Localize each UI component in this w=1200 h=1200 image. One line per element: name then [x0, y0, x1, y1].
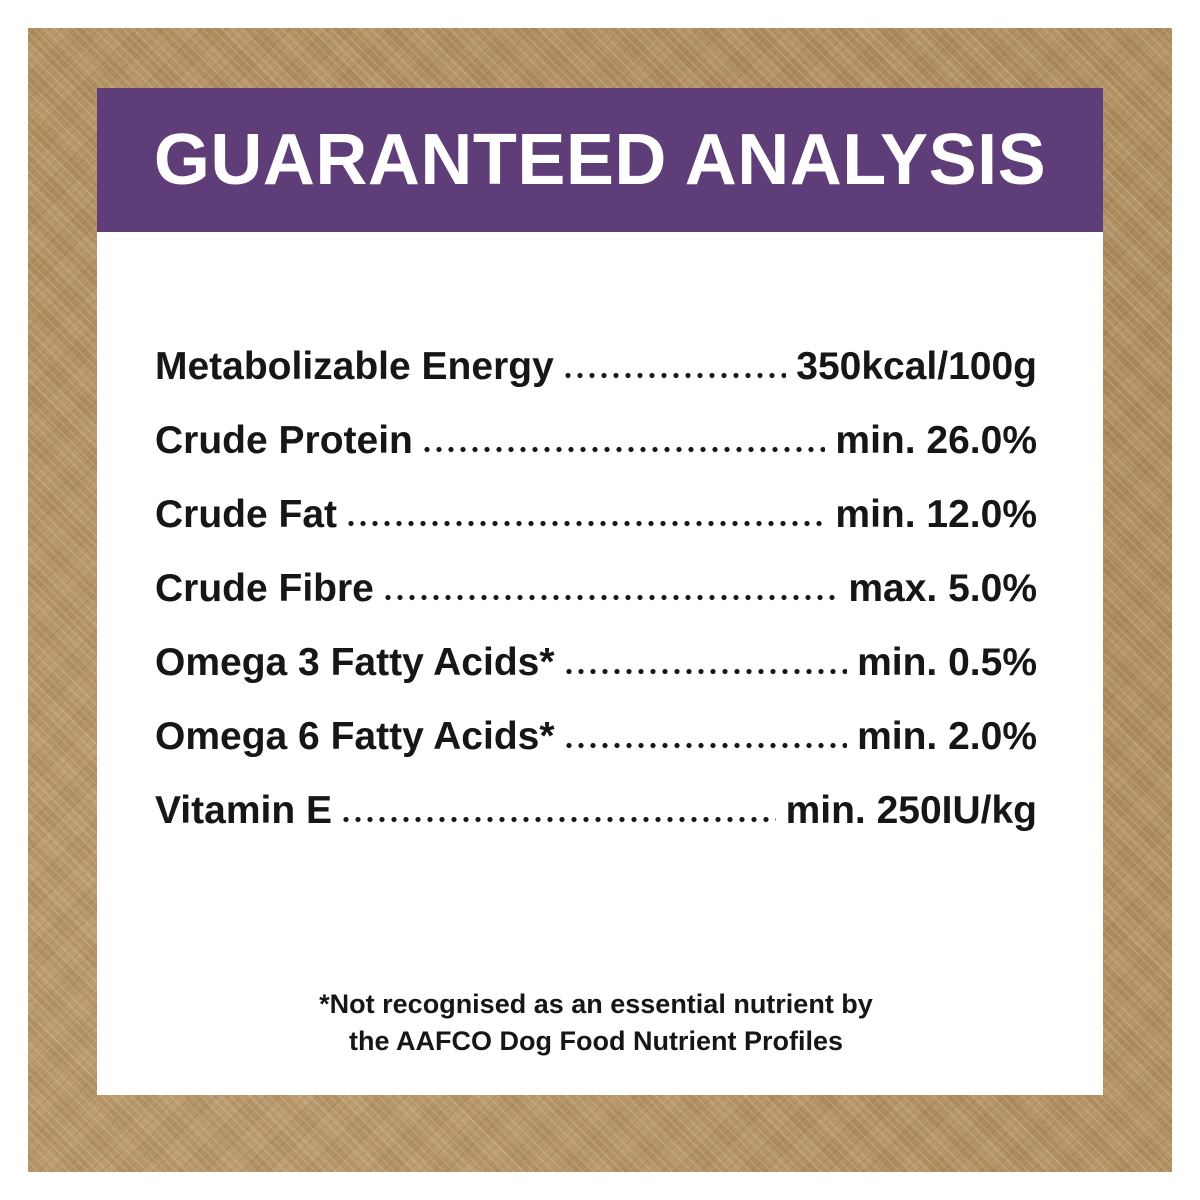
nutrient-value: min. 26.0% [835, 419, 1037, 462]
dotted-leader [345, 520, 826, 527]
table-row: Metabolizable Energy 350kcal/100g [155, 330, 1037, 404]
table-row: Crude Protein min. 26.0% [155, 404, 1037, 478]
dotted-leader [561, 372, 787, 379]
dotted-leader [562, 742, 848, 749]
dotted-leader [381, 594, 839, 601]
footnote: *Not recognised as an essential nutrient… [155, 986, 1037, 1060]
analysis-table: Metabolizable Energy 350kcal/100g Crude … [155, 330, 1037, 848]
nutrient-value: max. 5.0% [848, 567, 1037, 610]
nutrient-value: min. 12.0% [835, 493, 1037, 536]
header-banner: GUARANTEED ANALYSIS [97, 88, 1103, 232]
nutrient-value: min. 250IU/kg [785, 789, 1037, 832]
dotted-leader [562, 668, 848, 675]
nutrient-label: Vitamin E [155, 789, 333, 832]
nutrient-label: Omega 6 Fatty Acids* [155, 715, 555, 758]
analysis-panel: Metabolizable Energy 350kcal/100g Crude … [97, 232, 1103, 1095]
dotted-leader [420, 446, 826, 453]
nutrient-label: Crude Fibre [155, 567, 374, 610]
nutrient-label: Crude Fat [155, 493, 338, 536]
nutrient-label: Crude Protein [155, 419, 413, 462]
table-row: Vitamin E min. 250IU/kg [155, 774, 1037, 848]
table-row: Omega 6 Fatty Acids* min. 2.0% [155, 700, 1037, 774]
table-row: Omega 3 Fatty Acids* min. 0.5% [155, 626, 1037, 700]
dotted-leader [340, 816, 776, 823]
table-row: Crude Fibre max. 5.0% [155, 552, 1037, 626]
nutrient-value: min. 2.0% [857, 715, 1037, 758]
footnote-line-2: the AAFCO Dog Food Nutrient Profiles [349, 1026, 843, 1056]
nutrient-value: 350kcal/100g [796, 345, 1037, 388]
page-title: GUARANTEED ANALYSIS [153, 120, 1047, 200]
nutrient-value: min. 0.5% [857, 641, 1037, 684]
table-row: Crude Fat min. 12.0% [155, 478, 1037, 552]
footnote-line-1: *Not recognised as an essential nutrient… [319, 989, 873, 1019]
nutrient-label: Metabolizable Energy [155, 345, 554, 388]
nutrient-label: Omega 3 Fatty Acids* [155, 641, 555, 684]
